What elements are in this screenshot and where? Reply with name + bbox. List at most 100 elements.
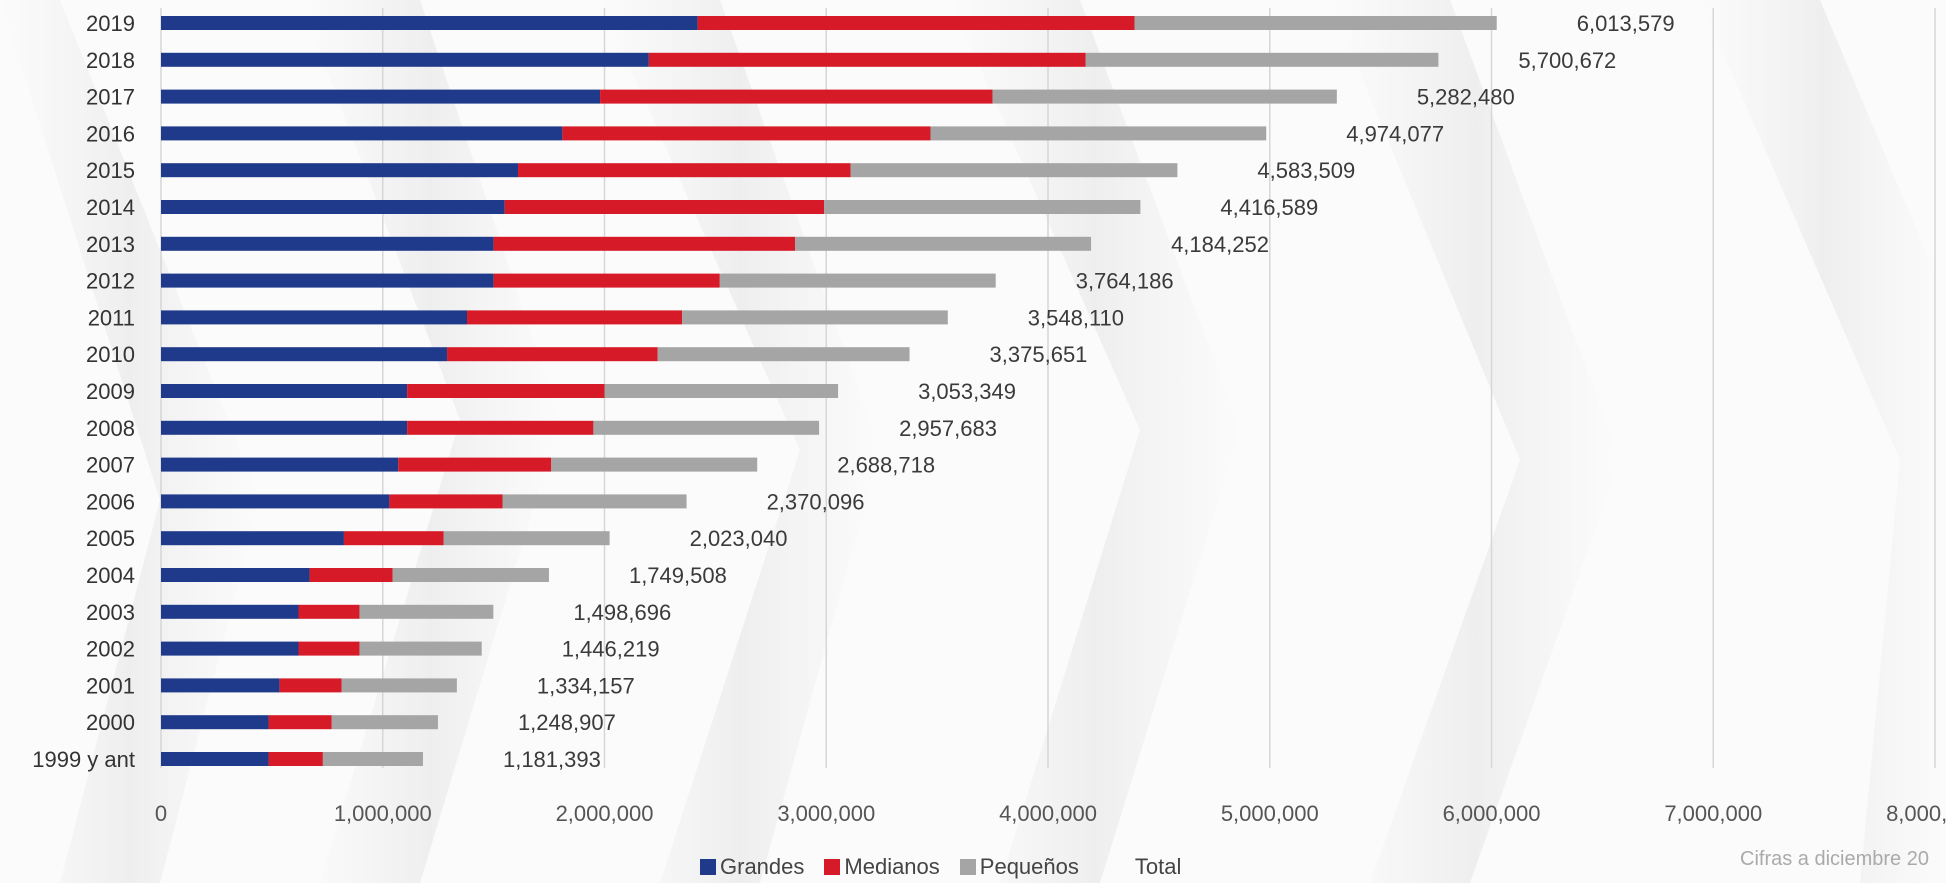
total-label: 3,548,110 <box>1028 305 1124 330</box>
total-label: 3,375,651 <box>990 342 1088 367</box>
total-label: 3,053,349 <box>918 379 1016 404</box>
category-label: 2010 <box>86 342 135 367</box>
bar-segment-medianos <box>268 715 332 730</box>
x-tick-label: 6,000,000 <box>1443 801 1541 826</box>
category-label: 2006 <box>86 489 135 514</box>
bar-segment-medianos <box>504 200 825 214</box>
bar-segment-medianos <box>268 752 323 766</box>
bar-segment-medianos <box>518 163 851 178</box>
bar-segment-medianos <box>279 678 342 693</box>
total-label: 4,583,509 <box>1257 158 1355 183</box>
category-label: 2008 <box>86 416 135 441</box>
bar-segment-medianos <box>562 126 931 141</box>
bar-segment-pequenos <box>795 236 1092 251</box>
bar-segment-medianos <box>298 604 360 619</box>
bar-segment-grandes <box>161 200 505 214</box>
bar-segment-pequenos <box>850 163 1178 178</box>
category-label: 2004 <box>86 563 135 588</box>
bar-segment-pequenos <box>359 604 494 619</box>
x-tick-label: 3,000,000 <box>777 801 875 826</box>
bar-segment-grandes <box>161 52 649 67</box>
bar-segment-pequenos <box>443 531 610 546</box>
total-label: 4,974,077 <box>1346 121 1444 146</box>
legend-item-pequenos: Pequeños <box>959 854 1079 880</box>
legend-swatch-pequenos <box>959 859 976 875</box>
bar-segment-pequenos <box>551 457 758 472</box>
category-label: 2017 <box>86 85 135 110</box>
category-label: 2013 <box>86 232 135 257</box>
total-label: 3,764,186 <box>1076 269 1174 294</box>
bar-segment-grandes <box>161 16 698 30</box>
bar-segment-grandes <box>161 126 563 141</box>
bar-segment-grandes <box>161 420 408 435</box>
bar-segment-grandes <box>161 273 494 288</box>
bar-segment-grandes <box>161 310 468 325</box>
total-label: 1,749,508 <box>629 563 727 588</box>
bar-segment-grandes <box>161 347 448 362</box>
category-label: 2007 <box>86 453 135 478</box>
footnote: Cifras a diciembre 20 <box>1740 848 1929 870</box>
category-label: 2003 <box>86 600 135 625</box>
bar-segment-grandes <box>161 531 344 546</box>
bar-segment-pequenos <box>604 384 839 398</box>
bar-segment-pequenos <box>1134 16 1497 30</box>
total-label: 5,282,480 <box>1417 85 1515 110</box>
bar-segment-pequenos <box>992 89 1337 104</box>
category-label: 2001 <box>86 673 135 698</box>
bar-segment-pequenos <box>657 347 910 362</box>
bar-segment-pequenos <box>930 126 1267 141</box>
x-tick-label: 5,000,000 <box>1221 801 1319 826</box>
bar-segment-grandes <box>161 384 408 398</box>
category-label: 2018 <box>86 48 135 73</box>
total-label: 4,416,589 <box>1220 195 1318 220</box>
bar-segment-grandes <box>161 89 601 104</box>
bar-segment-grandes <box>161 604 299 619</box>
bar-segment-medianos <box>343 531 444 546</box>
bar-segment-medianos <box>648 52 1086 67</box>
category-label: 2011 <box>88 305 135 330</box>
bar-segment-medianos <box>298 641 360 656</box>
bar-segment-grandes <box>161 236 494 251</box>
x-tick-label: 0 <box>155 801 167 826</box>
bar-segment-medianos <box>407 420 594 435</box>
bars <box>161 16 1497 766</box>
bar-segment-medianos <box>493 236 796 251</box>
bar-segment-grandes <box>161 568 310 582</box>
total-label: 1,446,219 <box>562 637 660 662</box>
total-label: 4,184,252 <box>1171 232 1269 257</box>
bar-segment-medianos <box>398 457 552 472</box>
bar-segment-medianos <box>309 568 393 582</box>
bar-segment-pequenos <box>359 641 482 656</box>
bar-segment-grandes <box>161 163 519 178</box>
category-label: 2014 <box>86 195 135 220</box>
total-label: 1,181,393 <box>503 747 601 772</box>
legend-label-grandes: Grandes <box>720 854 805 879</box>
total-label: 5,700,672 <box>1518 48 1616 73</box>
category-label: 2015 <box>86 158 135 183</box>
bar-segment-grandes <box>161 457 399 472</box>
category-label: 2002 <box>86 637 135 662</box>
bar-segment-grandes <box>161 641 299 656</box>
bar-segment-pequenos <box>824 200 1141 214</box>
bar-segment-medianos <box>600 89 993 104</box>
x-tick-label: 2,000,000 <box>556 801 654 826</box>
bar-segment-pequenos <box>682 310 948 325</box>
legend: Grandes Medianos Pequeños Total <box>700 854 1201 880</box>
category-label: 2005 <box>86 526 135 551</box>
total-label: 1,248,907 <box>518 710 616 735</box>
bar-segment-medianos <box>493 273 720 288</box>
total-label: 1,498,696 <box>573 600 671 625</box>
bar-segment-medianos <box>447 347 658 362</box>
category-label: 2009 <box>86 379 135 404</box>
bar-segment-pequenos <box>502 494 687 509</box>
bar-segment-medianos <box>407 384 605 398</box>
bar-segment-grandes <box>161 678 280 693</box>
bar-segment-medianos <box>389 494 503 509</box>
category-label: 2012 <box>86 269 135 294</box>
bar-segment-medianos <box>467 310 683 325</box>
total-label: 2,957,683 <box>899 416 997 441</box>
legend-item-grandes: Grandes <box>700 854 804 880</box>
category-label: 2000 <box>86 710 135 735</box>
